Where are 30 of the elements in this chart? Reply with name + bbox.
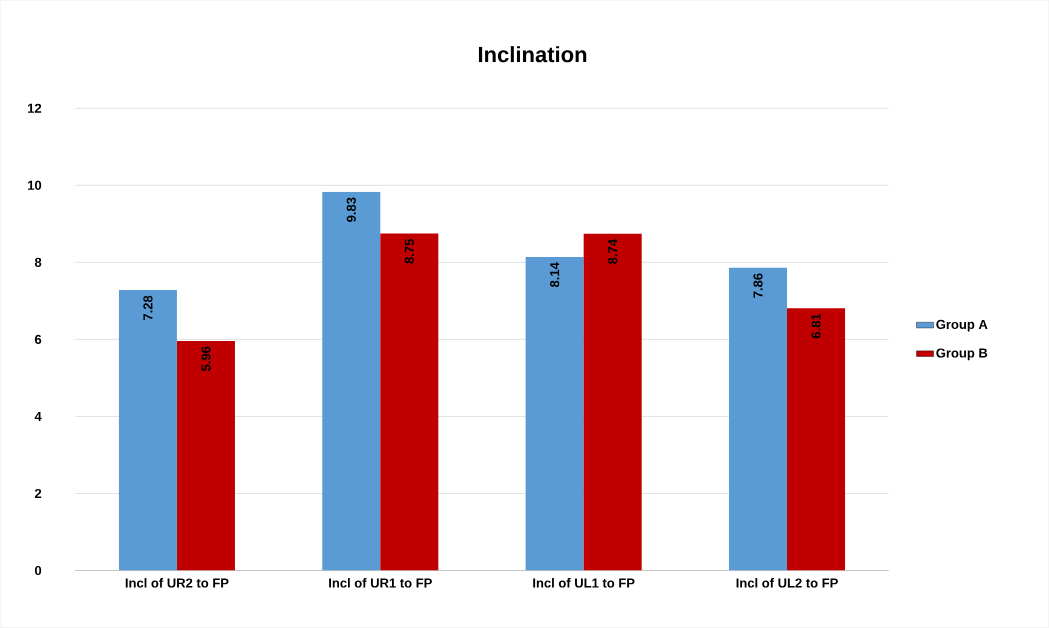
data-label: 8.74 bbox=[608, 239, 618, 265]
bar bbox=[728, 267, 788, 571]
y-tick-label: 0 bbox=[34, 566, 42, 576]
legend-label: Group B bbox=[936, 348, 988, 361]
x-tick-label: Incl of UL2 to FP bbox=[736, 578, 838, 588]
data-label: 8.14 bbox=[550, 262, 560, 288]
y-tick-label: 10 bbox=[28, 180, 42, 191]
bar bbox=[525, 257, 584, 571]
y-tick-label: 4 bbox=[34, 412, 42, 422]
bar bbox=[787, 308, 846, 571]
x-tick-label: Incl of UR2 to FP bbox=[125, 578, 229, 588]
bar bbox=[176, 341, 235, 571]
data-label: 6.81 bbox=[811, 313, 821, 339]
data-label: 7.86 bbox=[753, 273, 763, 298]
bar bbox=[380, 233, 439, 571]
bar bbox=[583, 233, 642, 571]
data-label: 5.96 bbox=[201, 346, 211, 372]
legend-label: Group A bbox=[936, 319, 988, 332]
y-tick-label: 12 bbox=[28, 103, 42, 113]
chart-title: Inclination bbox=[478, 46, 587, 63]
bar bbox=[118, 290, 177, 571]
bar bbox=[322, 191, 381, 571]
data-label: 7.28 bbox=[143, 295, 153, 321]
y-tick-label: 2 bbox=[34, 489, 42, 499]
y-tick-label: 8 bbox=[34, 257, 42, 268]
y-tick-label: 6 bbox=[34, 334, 42, 345]
x-tick-label: Incl of UL1 to FP bbox=[533, 578, 635, 588]
data-label: 8.75 bbox=[404, 239, 414, 264]
x-tick-label: Incl of UR1 to FP bbox=[329, 578, 432, 588]
data-label: 9.83 bbox=[346, 197, 356, 223]
